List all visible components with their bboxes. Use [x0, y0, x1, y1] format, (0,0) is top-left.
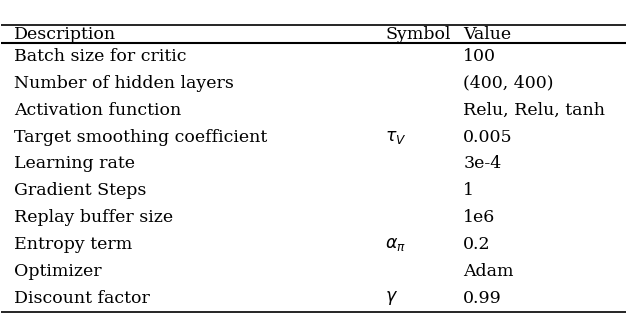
- Text: Gradient Steps: Gradient Steps: [14, 183, 147, 199]
- Text: Activation function: Activation function: [14, 102, 181, 119]
- Text: 0.005: 0.005: [463, 128, 513, 146]
- Text: Discount factor: Discount factor: [14, 290, 150, 307]
- Text: Value: Value: [463, 25, 511, 43]
- Text: 0.2: 0.2: [463, 236, 491, 253]
- Text: $\gamma$: $\gamma$: [385, 289, 398, 308]
- Text: Entropy term: Entropy term: [14, 236, 132, 253]
- Text: Description: Description: [14, 25, 116, 43]
- Text: Relu, Relu, tanh: Relu, Relu, tanh: [463, 102, 605, 119]
- Text: Adam: Adam: [463, 263, 514, 280]
- Text: 1: 1: [463, 183, 474, 199]
- Text: (400, 400): (400, 400): [463, 75, 554, 92]
- Text: 0.99: 0.99: [463, 290, 502, 307]
- Text: $\alpha_\pi$: $\alpha_\pi$: [385, 236, 406, 253]
- Text: $\tau_V$: $\tau_V$: [385, 128, 407, 146]
- Text: Symbol: Symbol: [385, 25, 451, 43]
- Text: 3e-4: 3e-4: [463, 156, 502, 172]
- Text: 1e6: 1e6: [463, 209, 495, 226]
- Text: Target smoothing coefficient: Target smoothing coefficient: [14, 128, 267, 146]
- Text: Replay buffer size: Replay buffer size: [14, 209, 173, 226]
- Text: 100: 100: [463, 48, 496, 65]
- Text: Optimizer: Optimizer: [14, 263, 102, 280]
- Text: Learning rate: Learning rate: [14, 156, 135, 172]
- Text: Number of hidden layers: Number of hidden layers: [14, 75, 234, 92]
- Text: Batch size for critic: Batch size for critic: [14, 48, 186, 65]
